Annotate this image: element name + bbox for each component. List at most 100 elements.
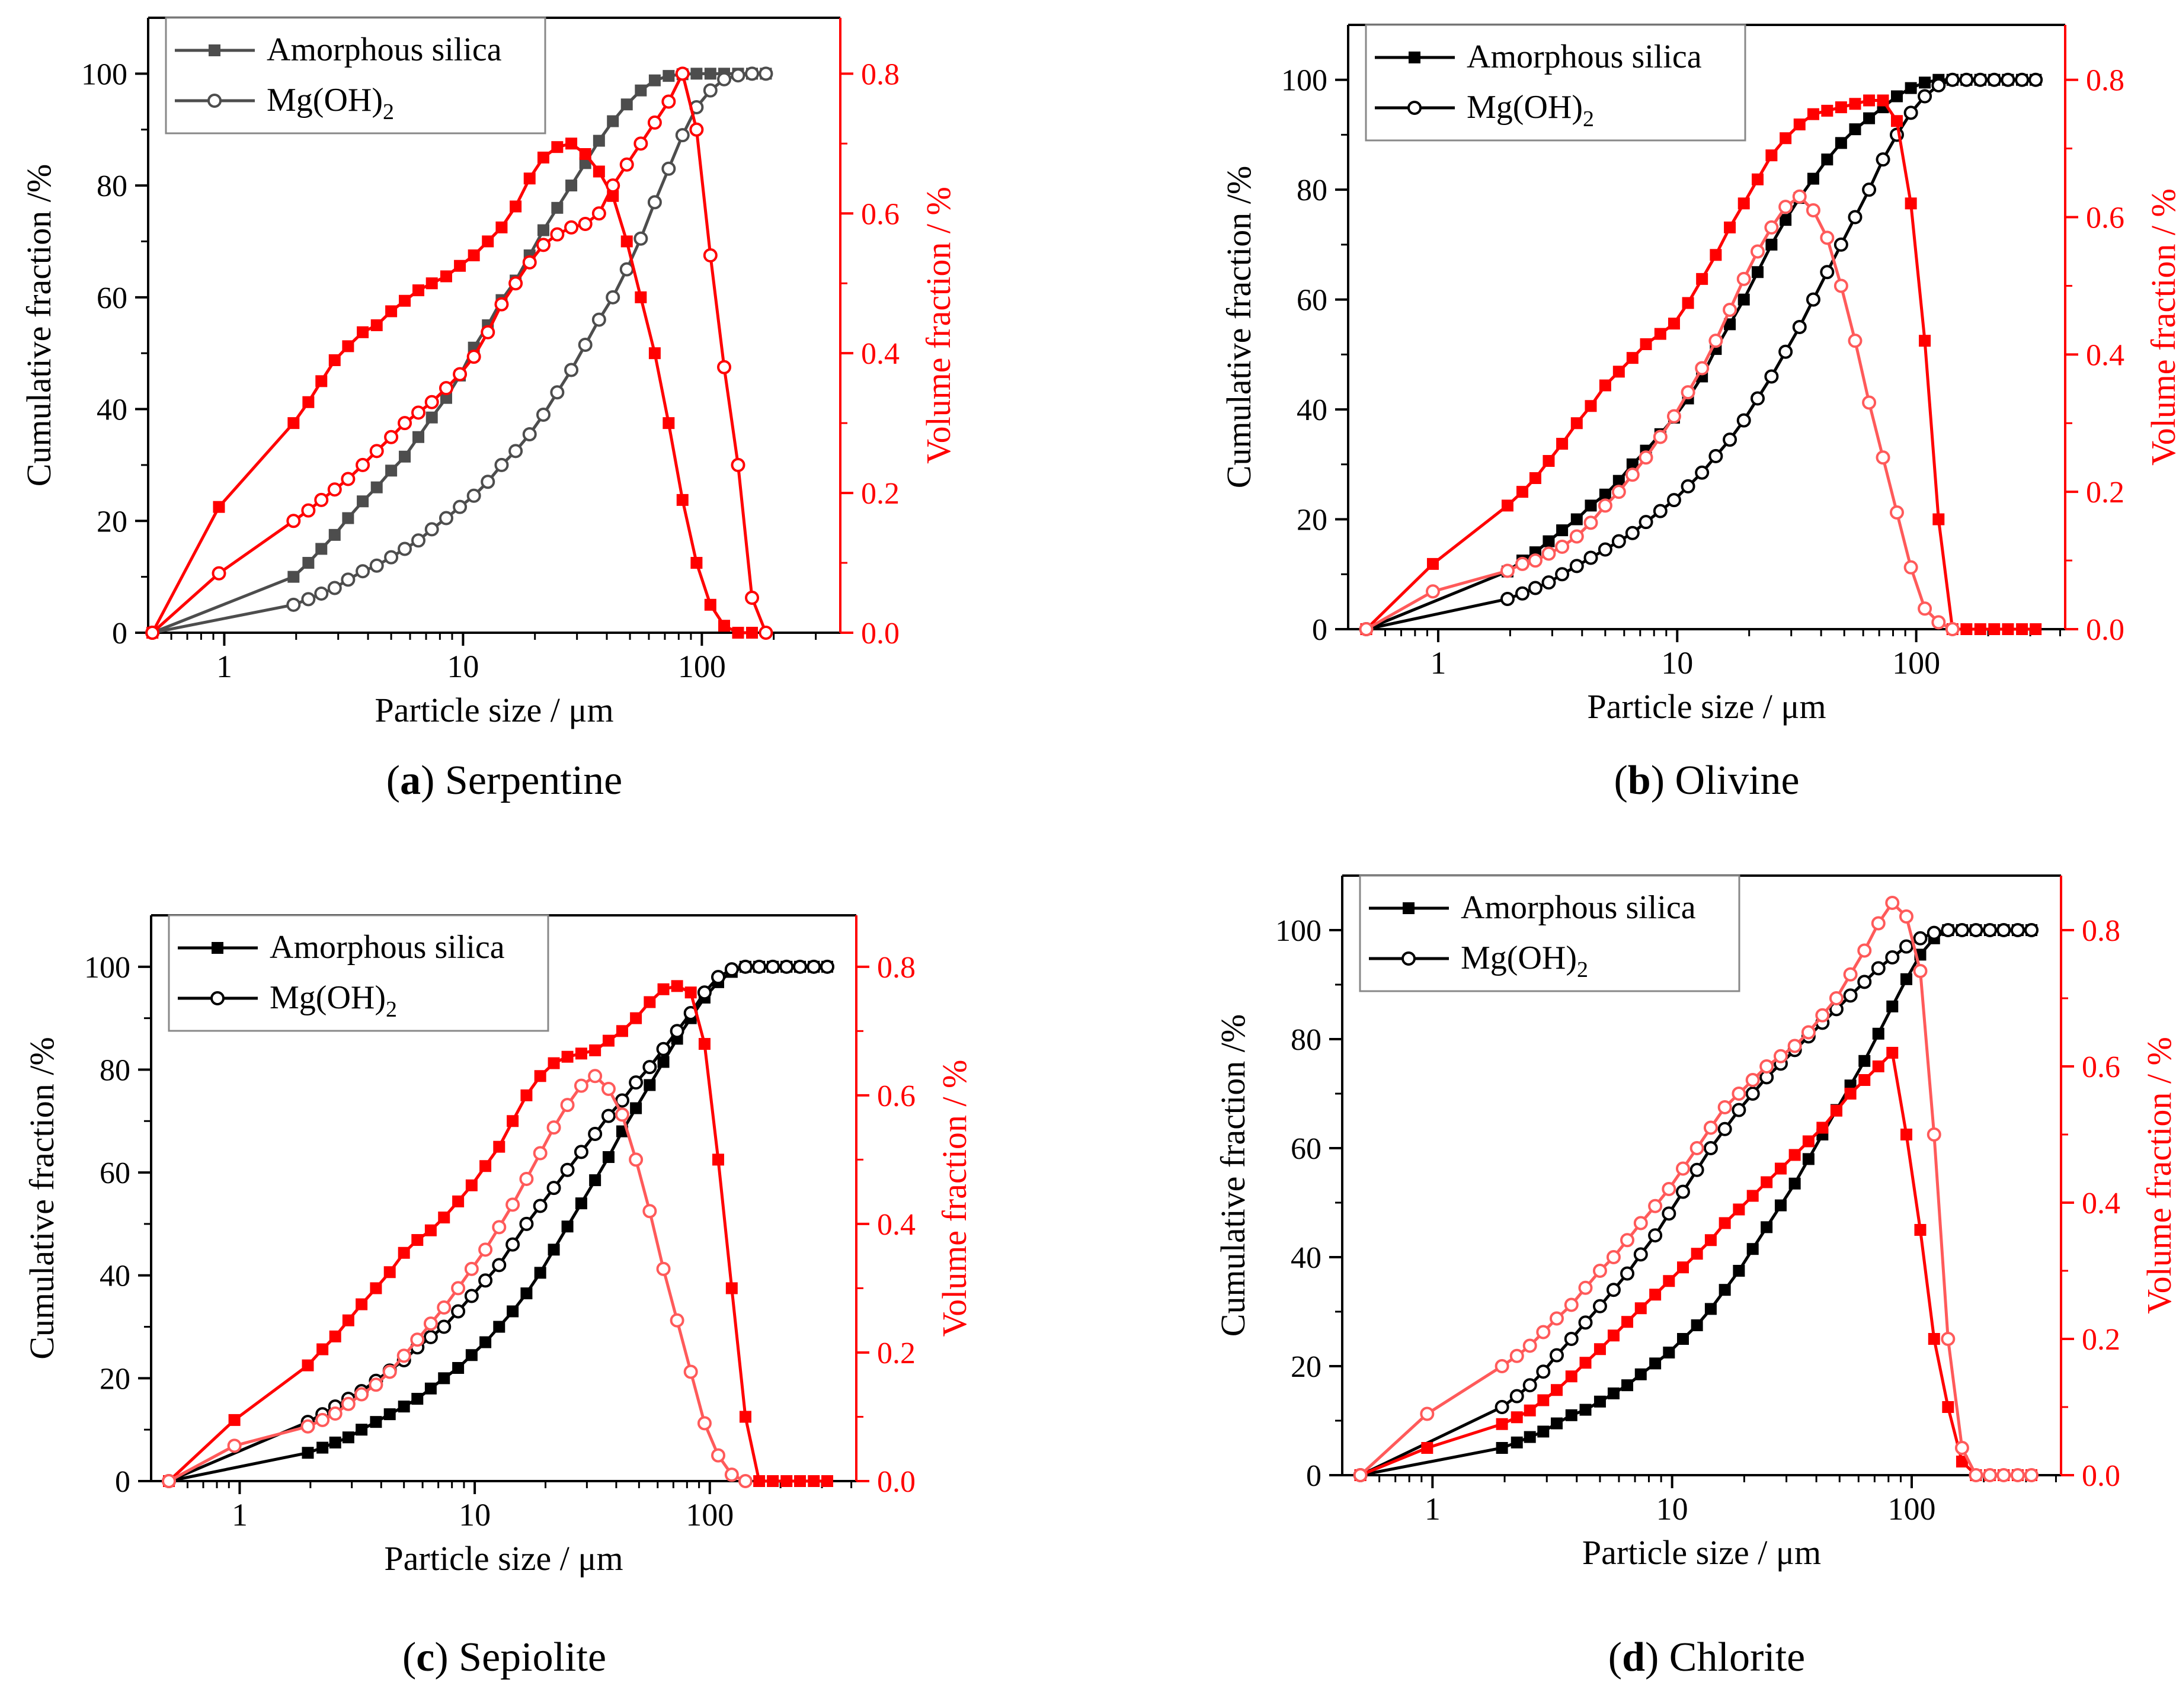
data-point-square — [356, 1298, 368, 1310]
data-point-circle — [424, 395, 439, 409]
data-point-circle — [453, 499, 468, 514]
y-right-tick-label: 0.0 — [861, 617, 900, 650]
data-point-circle — [1666, 409, 1681, 424]
data-point-circle — [411, 533, 426, 548]
data-point-square — [534, 1070, 546, 1082]
data-point-square — [1835, 101, 1847, 114]
data-point-square — [454, 259, 466, 272]
x-tick-label: 10 — [447, 649, 479, 684]
series-line — [1365, 194, 1953, 631]
x-axis-label: Particle size / μm — [375, 691, 613, 729]
data-point-square — [342, 1314, 354, 1326]
series-line — [1359, 1049, 2031, 1477]
series-1 — [1354, 924, 2038, 1481]
data-point-square — [657, 1056, 670, 1068]
caption-paren-open: ( — [1608, 1635, 1622, 1680]
data-point-square — [1640, 338, 1652, 350]
data-point-circle — [1541, 575, 1556, 590]
data-point-circle — [1522, 1338, 1537, 1353]
data-point-circle — [1773, 1049, 1788, 1063]
data-point-circle — [615, 1107, 629, 1122]
data-point-circle — [820, 959, 834, 974]
data-point-circle — [752, 959, 767, 974]
data-point-circle — [731, 457, 745, 472]
data-point-circle — [1996, 1468, 2011, 1482]
x-tick-label: 10 — [1656, 1491, 1688, 1527]
data-point-circle — [398, 416, 412, 431]
data-point-square — [1663, 1275, 1675, 1287]
data-point-circle — [466, 350, 481, 364]
data-point-circle — [1639, 450, 1653, 465]
data-point-circle — [464, 1289, 479, 1303]
data-point-square — [1802, 1153, 1815, 1165]
data-point-square — [520, 1089, 533, 1101]
data-point-circle — [1528, 581, 1543, 595]
data-point-circle — [703, 248, 718, 263]
data-point-circle — [1959, 72, 1974, 87]
data-point-circle — [314, 586, 329, 601]
data-point-circle — [738, 1474, 753, 1488]
data-point-circle — [550, 385, 565, 400]
data-point-square — [1849, 123, 1861, 136]
data-point-square — [1751, 173, 1764, 185]
data-point-circle — [533, 1199, 548, 1213]
series-3 — [146, 137, 759, 639]
data-point-circle — [1903, 105, 1918, 120]
y-left-tick-label: 100 — [1275, 914, 1321, 948]
data-point-circle — [574, 1145, 588, 1159]
data-point-square — [213, 501, 225, 513]
data-point-circle — [212, 566, 226, 581]
series-4 — [1359, 189, 1960, 636]
data-point-square — [1682, 297, 1694, 309]
x-tick-label: 100 — [1892, 645, 1940, 681]
series-2 — [145, 66, 773, 640]
data-point-square — [302, 1359, 314, 1371]
data-point-square — [328, 528, 341, 541]
data-point-square — [1761, 1176, 1773, 1188]
data-point-circle — [1359, 622, 1374, 636]
data-point-circle — [451, 1304, 466, 1319]
data-point-circle — [793, 959, 808, 974]
data-point-square — [808, 1475, 820, 1487]
data-point-square — [548, 1057, 560, 1069]
data-point-square — [1501, 499, 1513, 512]
data-point-circle — [301, 592, 316, 607]
data-point-square — [767, 1475, 779, 1487]
data-point-square — [671, 980, 683, 992]
series-4 — [1353, 896, 2039, 1482]
data-point-circle — [536, 238, 551, 252]
data-point-circle — [606, 178, 620, 193]
data-point-circle — [1829, 991, 1844, 1005]
data-point-square — [329, 1436, 341, 1449]
data-point-circle — [1633, 1247, 1648, 1262]
data-point-square — [565, 180, 578, 192]
data-point-square — [690, 68, 703, 80]
data-point-circle — [369, 1377, 383, 1392]
y-left-axis-label: Cumulative fraction /% — [1220, 166, 1258, 488]
data-point-square — [1863, 112, 1876, 124]
data-point-square — [1537, 1425, 1550, 1438]
y-right-tick-label: 0.8 — [2086, 64, 2124, 98]
data-point-circle — [453, 367, 468, 382]
data-point-circle — [779, 959, 794, 974]
data-point-circle — [384, 430, 399, 444]
data-point-square — [1774, 1162, 1787, 1175]
data-point-square — [357, 326, 369, 338]
data-point-square — [1537, 1394, 1550, 1406]
data-point-circle — [1564, 1297, 1579, 1312]
data-point-circle — [564, 363, 579, 377]
data-point-circle — [1745, 1087, 1760, 1101]
data-point-square — [438, 1372, 450, 1385]
data-point-square — [1556, 524, 1569, 537]
data-point-circle — [601, 1082, 616, 1097]
data-point-square — [1579, 1357, 1592, 1369]
data-point-square — [821, 1475, 833, 1487]
data-point-circle — [1536, 1364, 1551, 1379]
data-point-circle — [301, 503, 316, 518]
data-point-circle — [356, 457, 370, 472]
data-point-square — [732, 627, 744, 639]
data-point-circle — [356, 564, 370, 579]
data-point-circle — [1620, 1233, 1635, 1248]
data-point-circle — [1611, 534, 1626, 549]
data-point-circle — [369, 444, 384, 459]
